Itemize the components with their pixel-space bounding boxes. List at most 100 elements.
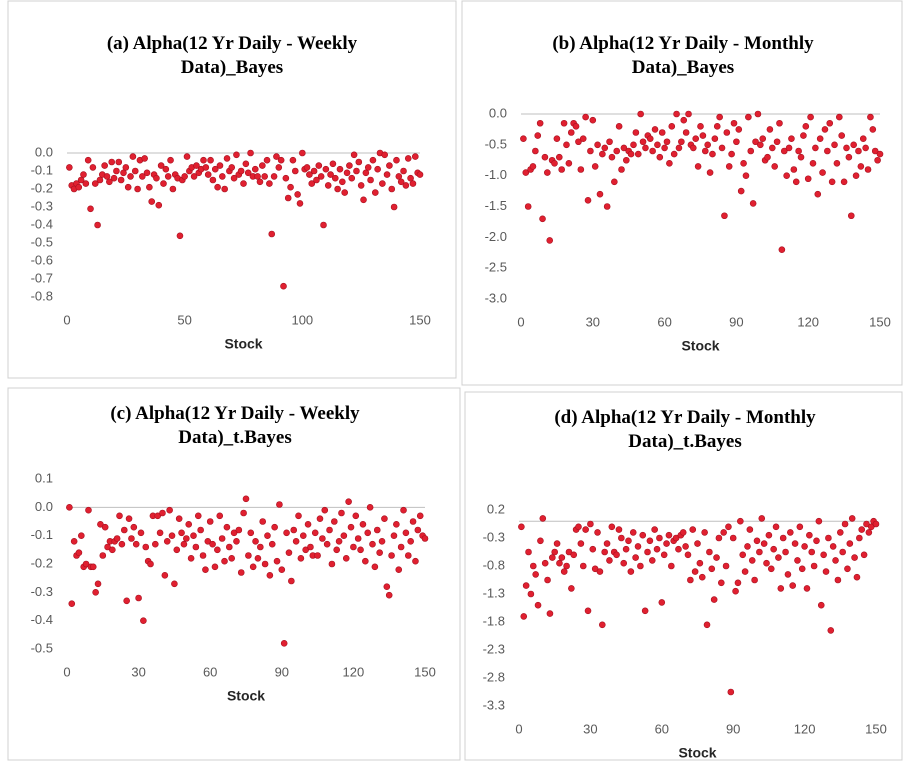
data-point: [536, 119, 544, 127]
data-point: [345, 498, 352, 505]
data-point: [204, 538, 212, 545]
data-point: [767, 565, 775, 573]
data-point: [520, 135, 527, 142]
data-point: [825, 534, 832, 542]
data-point: [135, 594, 142, 602]
data-point: [373, 526, 381, 534]
data-point: [572, 123, 580, 130]
data-point: [190, 173, 198, 180]
data-point: [749, 200, 757, 207]
data-point: [134, 185, 141, 193]
data-point: [152, 540, 159, 548]
data-point: [606, 557, 613, 564]
data-point: [551, 160, 558, 167]
data-point: [534, 601, 542, 609]
data-point: [802, 123, 810, 130]
data-point: [798, 565, 806, 573]
data-point: [192, 543, 200, 551]
data-point: [202, 164, 210, 171]
data-point: [660, 551, 668, 559]
data-point: [362, 557, 369, 565]
data-point: [666, 160, 673, 167]
data-point: [331, 518, 338, 525]
data-point: [244, 169, 252, 177]
data-point: [680, 116, 688, 124]
data-point: [746, 526, 754, 533]
data-point: [338, 509, 345, 517]
data-point: [838, 132, 846, 139]
data-point: [651, 526, 658, 533]
y-tick-label: -0.1: [31, 527, 53, 542]
y-tick-label: -2.8: [483, 669, 505, 684]
data-point: [792, 178, 800, 186]
data-point: [549, 554, 556, 561]
data-point: [668, 562, 675, 570]
data-point: [82, 560, 90, 568]
data-point: [829, 543, 837, 550]
data-point: [679, 529, 687, 536]
data-point: [613, 551, 620, 559]
data-point: [751, 576, 758, 584]
data-point: [565, 160, 573, 167]
data-point: [311, 529, 319, 537]
data-point: [154, 512, 161, 520]
data-point: [701, 529, 708, 536]
data-point: [359, 521, 367, 528]
data-point: [784, 571, 792, 578]
data-point: [620, 144, 628, 152]
y-tick-label: 0.0: [489, 105, 507, 120]
data-point: [353, 167, 360, 175]
data-point: [404, 552, 412, 559]
data-point: [591, 565, 599, 573]
data-point: [381, 515, 388, 522]
data-point: [833, 160, 841, 167]
y-tick-label: -0.8: [31, 288, 53, 303]
data-point: [753, 537, 761, 545]
y-tick-label: 0.1: [35, 470, 53, 485]
data-point: [851, 554, 858, 561]
data-point: [716, 113, 723, 121]
data-point: [520, 613, 528, 620]
data-point: [654, 141, 661, 149]
data-point: [159, 509, 166, 517]
data-point: [697, 123, 704, 130]
data-point: [120, 526, 128, 534]
data-point: [193, 162, 200, 169]
data-point: [164, 173, 172, 180]
data-point: [777, 585, 785, 592]
data-point: [124, 183, 132, 191]
data-point: [94, 580, 102, 588]
data-point: [388, 185, 396, 193]
data-point: [346, 162, 353, 169]
data-point: [869, 126, 877, 133]
data-point: [132, 540, 140, 548]
data-point: [75, 549, 83, 556]
data-point: [847, 212, 855, 220]
data-point: [603, 203, 611, 210]
data-point: [257, 543, 264, 551]
data-point: [303, 164, 311, 171]
data-point: [230, 529, 238, 537]
data-point: [541, 153, 549, 161]
data-point: [766, 126, 774, 133]
data-point: [421, 535, 429, 542]
data-point: [703, 621, 711, 629]
data-point: [606, 138, 613, 146]
data-point: [209, 176, 217, 184]
data-point: [690, 144, 697, 152]
data-point: [544, 169, 551, 176]
data-point: [834, 576, 842, 584]
data-point: [826, 119, 834, 127]
data-point: [228, 164, 236, 171]
data-point: [708, 565, 716, 573]
data-point: [855, 147, 862, 155]
data-point: [579, 135, 587, 142]
data-point: [779, 534, 787, 542]
data-point: [532, 147, 539, 155]
data-point: [397, 543, 405, 551]
data-point: [584, 607, 592, 615]
data-point: [813, 537, 820, 545]
data-point: [407, 174, 414, 182]
data-point: [221, 185, 228, 193]
data-point: [156, 529, 164, 537]
